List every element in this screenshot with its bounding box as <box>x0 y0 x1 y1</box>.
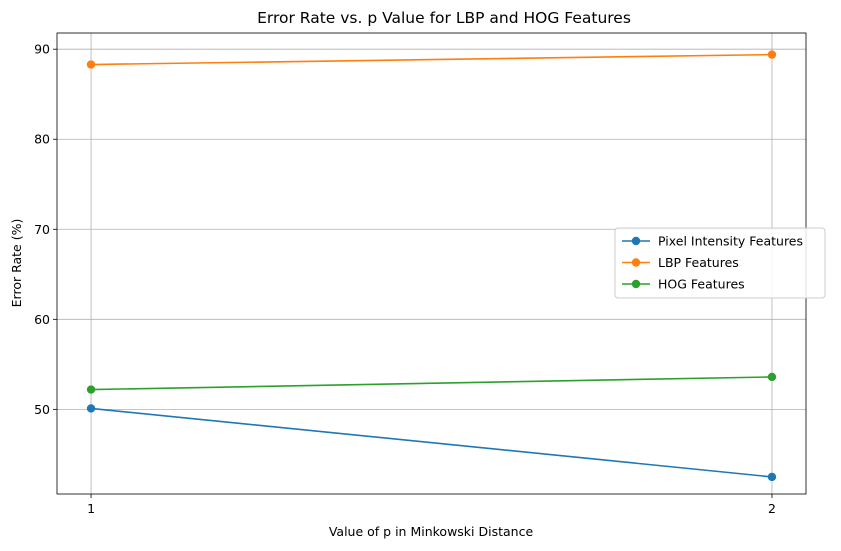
series-layer <box>86 50 777 482</box>
legend-marker <box>631 236 641 246</box>
series-line <box>90 407 773 478</box>
x-tick-label: 2 <box>768 501 776 516</box>
data-point <box>86 385 96 394</box>
data-point <box>86 404 96 413</box>
y-tick-label: 60 <box>34 312 50 327</box>
data-point <box>767 472 777 482</box>
chart-title: Error Rate vs. p Value for LBP and HOG F… <box>257 9 631 27</box>
data-point <box>86 60 96 69</box>
series-line <box>91 53 772 66</box>
x-axis-label: Value of p in Minkowski Distance <box>329 524 534 539</box>
x-tick-label: 1 <box>87 501 95 516</box>
series-line <box>91 376 772 391</box>
legend-marker <box>631 258 641 267</box>
legend-label: Pixel Intensity Features <box>658 234 803 249</box>
y-tick-label: 50 <box>34 402 50 417</box>
y-tick-label: 90 <box>34 42 50 57</box>
legend-label: HOG Features <box>658 277 745 292</box>
legend-label: LBP Features <box>658 255 739 270</box>
y-tick-label: 70 <box>34 222 50 237</box>
legend: Pixel Intensity Features LBP Features HOG … <box>614 227 826 299</box>
data-point <box>767 372 777 382</box>
axis-ticks: 1 2 50 60 70 80 90 <box>34 42 776 516</box>
legend-box <box>614 227 826 299</box>
legend-marker <box>631 279 641 289</box>
y-axis-label: Error Rate (%) <box>9 219 24 308</box>
y-tick-label: 80 <box>34 132 50 147</box>
data-point <box>767 50 777 59</box>
